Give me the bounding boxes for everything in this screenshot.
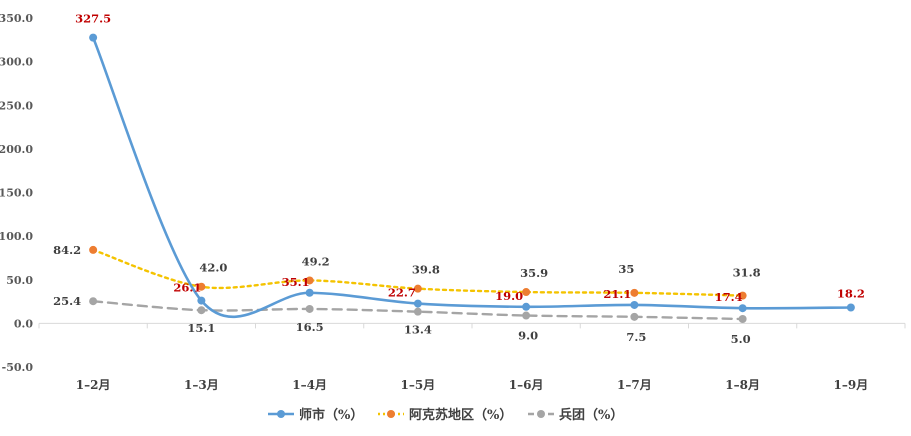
legend: 师市（%） 阿克苏地区（%） 兵团（%） bbox=[268, 407, 623, 423]
data-point-shishi bbox=[305, 288, 314, 297]
data-point-bingtuan bbox=[630, 312, 639, 321]
data-point-akesu bbox=[738, 291, 747, 300]
data-point-shishi bbox=[630, 300, 639, 309]
data-label-bingtuan: 25.4 bbox=[53, 294, 81, 308]
series-line-shishi bbox=[91, 36, 853, 319]
legend-marker-shishi bbox=[277, 410, 285, 418]
data-label-akesu: 42.0 bbox=[199, 261, 227, 275]
legend-marker-bingtuan bbox=[537, 410, 545, 418]
data-point-bingtuan bbox=[522, 311, 531, 320]
data-label-bingtuan: 16.5 bbox=[296, 320, 324, 334]
data-point-bingtuan bbox=[197, 306, 206, 315]
data-point-shishi bbox=[413, 299, 422, 308]
y-tick-label: 150.0 bbox=[0, 187, 33, 200]
data-point-bingtuan bbox=[305, 304, 314, 313]
legend-label-bingtuan: 兵团（%） bbox=[559, 407, 623, 423]
legend-label-akesu: 阿克苏地区（%） bbox=[409, 407, 512, 423]
legend-label-shishi: 师市（%） bbox=[299, 407, 363, 423]
y-tick-label: 50.0 bbox=[6, 274, 33, 287]
data-label-shishi: 327.5 bbox=[75, 12, 111, 26]
data-point-akesu bbox=[522, 288, 531, 297]
data-label-shishi: 22.7 bbox=[388, 286, 416, 300]
y-tick-label: -50.0 bbox=[2, 361, 34, 374]
data-point-shishi bbox=[738, 304, 747, 313]
data-label-shishi: 17.4 bbox=[715, 290, 743, 304]
y-tick-label: 100.0 bbox=[0, 230, 33, 243]
data-point-bingtuan bbox=[738, 315, 747, 324]
y-tick-label: 200.0 bbox=[0, 143, 33, 156]
x-tick-label: 1–8月 bbox=[725, 378, 760, 392]
data-point-akesu bbox=[89, 245, 98, 254]
data-point-bingtuan bbox=[413, 307, 422, 316]
x-tick-label: 1–3月 bbox=[184, 378, 219, 392]
y-tick-label: 300.0 bbox=[0, 56, 33, 69]
data-point-akesu bbox=[630, 288, 639, 297]
data-point-shishi bbox=[846, 303, 855, 312]
x-tick-label: 1–6月 bbox=[509, 378, 544, 392]
data-point-akesu bbox=[305, 276, 314, 285]
x-tick-label: 1–7月 bbox=[617, 378, 652, 392]
data-label-akesu: 49.2 bbox=[302, 254, 330, 268]
data-label-shishi: 19.0 bbox=[495, 289, 523, 303]
data-label-shishi: 21.1 bbox=[603, 287, 631, 301]
data-labels: 327.5 26.1 35.1 22.7 19.0 21.1 17.4 18.2 84.2 42.… bbox=[53, 12, 865, 346]
data-label-bingtuan: 13.4 bbox=[404, 323, 432, 337]
data-label-akesu: 35.9 bbox=[520, 266, 548, 280]
x-tick-label: 1–2月 bbox=[76, 378, 111, 392]
y-tick-label: 350.0 bbox=[0, 12, 33, 25]
data-label-akesu: 35 bbox=[618, 262, 634, 276]
axes: -50.0 0.0 50.0 100.0 150.0 200.0 250.0 300.0 350… bbox=[0, 12, 906, 392]
data-label-shishi: 18.2 bbox=[837, 286, 865, 300]
data-point-shishi bbox=[197, 296, 206, 305]
data-label-shishi: 35.1 bbox=[282, 275, 310, 289]
data-point-akesu bbox=[197, 282, 206, 291]
data-label-akesu: 39.8 bbox=[412, 263, 440, 277]
x-tick-label: 1–9月 bbox=[834, 378, 869, 392]
data-label-akesu: 84.2 bbox=[53, 243, 81, 257]
y-tick-label: 0.0 bbox=[14, 317, 33, 330]
x-tick-label: 1–5月 bbox=[401, 378, 436, 392]
data-label-bingtuan: 7.5 bbox=[626, 330, 646, 344]
data-label-akesu: 31.8 bbox=[733, 266, 761, 280]
data-point-shishi bbox=[89, 33, 98, 42]
data-label-bingtuan: 9.0 bbox=[518, 329, 538, 343]
data-label-bingtuan: 15.1 bbox=[187, 321, 215, 335]
y-tick-label: 250.0 bbox=[0, 99, 33, 112]
data-label-bingtuan: 5.0 bbox=[731, 332, 751, 346]
data-point-bingtuan bbox=[89, 297, 98, 306]
data-label-shishi: 26.1 bbox=[173, 281, 201, 295]
legend-marker-akesu bbox=[387, 410, 395, 418]
x-tick-label: 1–4月 bbox=[292, 378, 327, 392]
data-point-akesu bbox=[413, 284, 422, 293]
data-point-shishi bbox=[522, 302, 531, 311]
series-lines bbox=[89, 33, 855, 324]
